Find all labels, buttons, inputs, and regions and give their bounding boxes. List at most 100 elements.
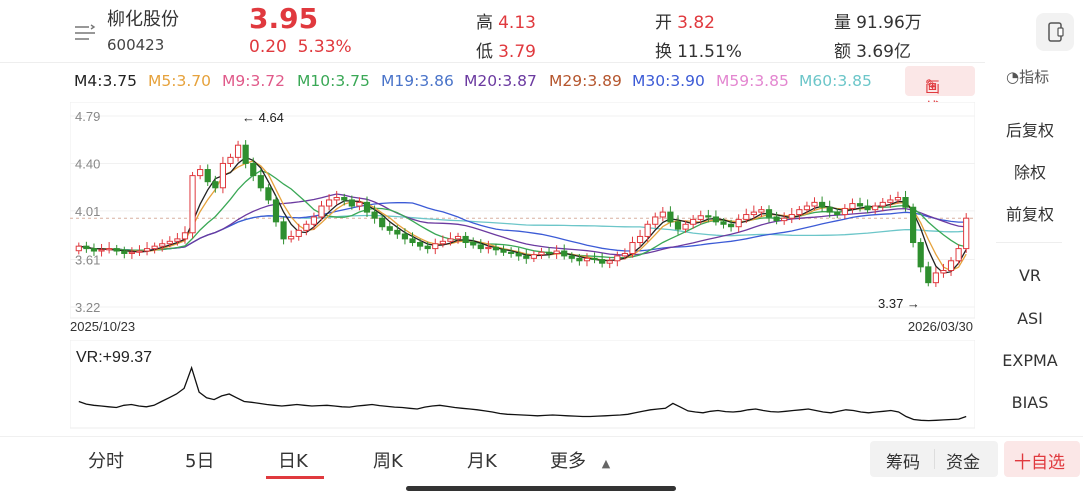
end-date-label: 2026/03/30 (908, 319, 973, 334)
price-change: 0.20 5.33% (249, 37, 352, 57)
tab-weekly-k[interactable]: 周K (373, 451, 403, 472)
candle-body (758, 209, 765, 213)
candle-body (705, 215, 712, 218)
current-price: 3.95 (249, 2, 319, 35)
phone-rotate-icon (1048, 22, 1064, 42)
candle-body (811, 201, 818, 207)
draw-line-button[interactable]: ✎画线 (905, 66, 975, 117)
bias-indicator-button[interactable]: BIAS (1011, 393, 1049, 412)
candlestick-chart[interactable]: 4.79 4.40 4.01 3.61 3.22 ← 4.64 3.37 → 2025/10/… (70, 102, 975, 334)
ma-legend-item: M59:3.85 (716, 72, 789, 90)
vr-chart[interactable]: VR:+99.37 (70, 340, 975, 430)
stock-name: 柳化股份 (107, 9, 179, 30)
candle-body (652, 216, 659, 225)
ma-legend-item: M9:3.72 (222, 72, 285, 90)
candle-body (128, 251, 135, 254)
chips-button[interactable]: 筹码 (886, 453, 920, 473)
candle-body (265, 187, 272, 201)
ma-legend-item: M19:3.86 (381, 72, 454, 90)
open-label: 开 (655, 13, 672, 33)
tab-daily-k[interactable]: 日K (278, 451, 308, 472)
ma-line (78, 169, 967, 259)
expma-indicator-button[interactable]: EXPMA (1002, 351, 1058, 370)
candle-body (485, 246, 492, 250)
ma-legend-item: M5:3.70 (148, 72, 211, 90)
tab-more[interactable]: 更多 ▲ (550, 447, 610, 473)
more-label: 更多 (550, 451, 586, 472)
candle-body (591, 257, 598, 261)
candle-body (159, 243, 166, 247)
candle-body (636, 235, 644, 244)
vr-indicator-button[interactable]: VR (1018, 266, 1042, 285)
add-favorite-button[interactable]: 十自选 (1004, 441, 1080, 477)
vr-frame (70, 340, 975, 429)
candle-body (690, 218, 697, 225)
candle-body (75, 245, 82, 252)
candle-body (212, 181, 219, 189)
candle-body (872, 205, 879, 211)
quote-low: 低 3.79 (476, 37, 536, 62)
menu-icon[interactable] (74, 22, 96, 44)
funds-button[interactable]: 资金 (946, 453, 980, 473)
low-value: 3.79 (498, 42, 536, 62)
indicator-button[interactable]: ◔指标 (1006, 66, 1049, 87)
candle-body (583, 257, 591, 262)
candle-body (523, 255, 530, 259)
ex-rights-button[interactable]: 除权 (1013, 163, 1046, 182)
low-marker-label: 3.37 → (878, 296, 920, 311)
candle-body (765, 209, 773, 218)
adjust-forward-button[interactable]: 前复权 (1005, 205, 1054, 224)
adjust-backward-button[interactable]: 后复权 (1005, 121, 1054, 140)
candle-body (234, 144, 242, 158)
triangle-up-icon: ▲ (601, 457, 611, 470)
ma-legend-item: M60:3.85 (799, 72, 872, 90)
turnover-label: 换 (655, 42, 672, 62)
tab-intraday[interactable]: 分时 (88, 451, 124, 472)
candle-body (803, 205, 811, 211)
asi-indicator-button[interactable]: ASI (1017, 309, 1043, 328)
candle-body (386, 226, 393, 231)
candle-body (735, 218, 742, 228)
candle-body (242, 144, 249, 164)
add-favorite-label: 十自选 (1014, 453, 1065, 473)
candle-body (818, 201, 826, 208)
landscape-toggle-button[interactable] (1036, 13, 1074, 51)
candle-body (932, 272, 939, 284)
quote-high: 高 4.13 (476, 8, 536, 33)
ma-legend-item: M20:3.87 (464, 72, 537, 90)
stock-code: 600423 (107, 36, 165, 54)
open-value: 3.82 (677, 13, 715, 33)
candle-body (250, 162, 257, 177)
ma-legend-item: M30:3.90 (632, 72, 705, 90)
candle-body (940, 270, 947, 274)
pencil-icon: ✎ (925, 76, 938, 94)
candle-body (879, 201, 886, 207)
candle-body (712, 216, 720, 223)
candle-body (697, 215, 704, 220)
candle-body (227, 156, 234, 164)
ma-legend-item: M29:3.89 (549, 72, 622, 90)
amount-label: 额 (834, 42, 851, 62)
active-tab-indicator (266, 476, 324, 479)
candle-body (90, 248, 98, 252)
candle-body (553, 250, 560, 254)
tab-5day[interactable]: 5日 (185, 451, 215, 472)
candle-body (477, 244, 484, 250)
candle-body (288, 235, 295, 240)
tab-monthly-k[interactable]: 月K (467, 451, 497, 472)
candle-body (363, 201, 371, 213)
candle-body (197, 169, 204, 177)
candle-body (439, 240, 446, 245)
candle-body (295, 229, 302, 237)
candle-body (720, 221, 727, 225)
candle-body (750, 211, 757, 216)
high-marker-label: ← 4.64 (242, 110, 284, 125)
button-divider (934, 449, 935, 469)
candle-body (773, 216, 780, 222)
candle-body (599, 259, 606, 264)
candle-body (856, 203, 864, 207)
candle-body (917, 242, 924, 268)
candle-body (515, 252, 522, 257)
candle-body (424, 245, 431, 250)
candle-body (470, 242, 477, 246)
